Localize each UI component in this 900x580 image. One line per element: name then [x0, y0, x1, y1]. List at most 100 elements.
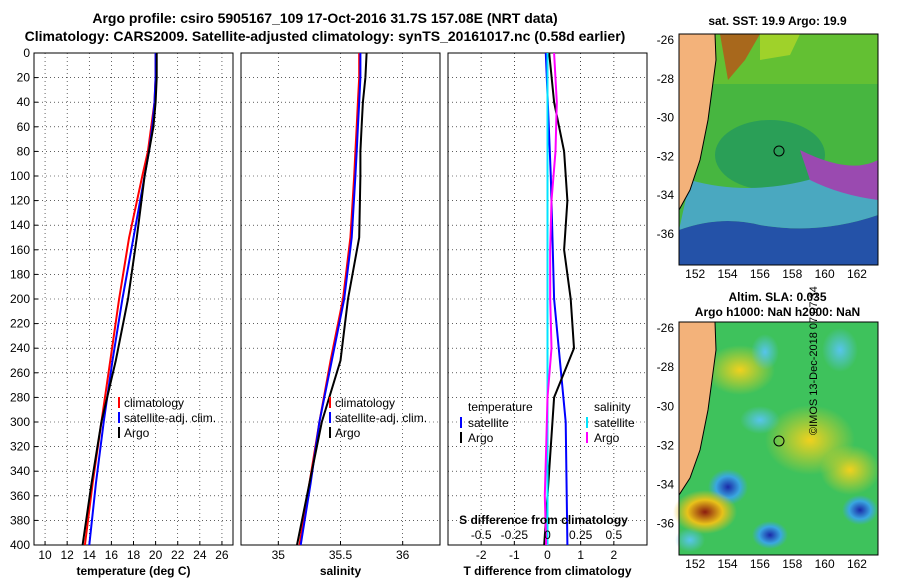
legend-swatch	[329, 397, 331, 408]
legend-swatch	[329, 412, 331, 423]
x-tick-label: 16	[105, 548, 119, 562]
y-tick-label: 60	[17, 120, 31, 134]
x-tick-label: 10	[38, 548, 52, 562]
x-tick-label: 12	[60, 548, 74, 562]
map-lon-label: 156	[750, 267, 770, 281]
map-lon-label: 156	[750, 557, 770, 571]
map-lat-label: -32	[657, 149, 675, 163]
x2-tick-label: 0	[544, 528, 551, 542]
sla-map-low-1	[751, 334, 779, 370]
x-tick-label: 18	[127, 548, 141, 562]
series-line-t-satellite	[544, 52, 569, 546]
y-tick-label: 300	[10, 415, 30, 429]
sla-map-frame	[678, 321, 879, 556]
x-axis-label: salinity	[320, 564, 362, 578]
legend-swatch	[118, 427, 120, 438]
y-tick-label: 240	[10, 341, 30, 355]
legend-label: climatology	[124, 396, 184, 410]
legend-swatch	[460, 417, 462, 428]
legend-swatch	[118, 412, 120, 423]
legend-label: satellite	[594, 416, 635, 430]
legend-label: satellite-adj. clim.	[124, 411, 216, 425]
legend-swatch	[586, 417, 588, 428]
x-tick-label: 24	[193, 548, 207, 562]
series-line-t-argo	[543, 52, 576, 546]
legend-label: satellite-adj. clim.	[335, 411, 427, 425]
legend-title-temperature: temperature	[468, 400, 533, 414]
imos-timestamp: ©IMOS 13-Dec-2018 07:07:34	[808, 286, 820, 435]
legend-label: climatology	[335, 396, 395, 410]
sst-map-warm-patch	[760, 34, 800, 60]
sla-map-low-6	[752, 521, 788, 549]
sst-map-frame	[678, 33, 879, 266]
panel-difference: -2 -1 0 1 2 T difference from climatology temp…	[447, 52, 648, 578]
sst-map	[678, 33, 879, 266]
y-tick-label: 380	[10, 513, 30, 527]
x-tick-label: -1	[509, 548, 520, 562]
x-tick-label: 2	[610, 548, 617, 562]
x-tick-label: 36	[396, 548, 410, 562]
sst-map-land	[678, 33, 717, 211]
map-lon-label: 160	[815, 267, 835, 281]
map-lon-label: 154	[718, 267, 738, 281]
x-tick-label: 22	[171, 548, 185, 562]
panel-temperature: 10 12 14 16 18 20 22 24 26 temperature (deg C) 0 20…	[10, 46, 234, 578]
chart-title-line2: Climatology: CARS2009. Satellite-adjuste…	[24, 28, 626, 44]
map-lat-label: -30	[657, 111, 675, 125]
map-lon-label: 160	[815, 557, 835, 571]
sla-map-strong-high	[673, 490, 737, 534]
map-lon-label: 162	[847, 267, 867, 281]
sst-map-title: sat. SST: 19.9 Argo: 19.9	[708, 14, 847, 28]
map-lon-label: 162	[847, 557, 867, 571]
y-tick-label: 360	[10, 489, 30, 503]
chart-title-line1: Argo profile: csiro 5905167_109 17-Oct-2…	[92, 10, 558, 26]
panel-salinity: 35 35.5 36 salinity climatologysatellite-adj…	[240, 52, 441, 578]
sla-map-low-2	[822, 328, 858, 372]
sst-map-eddy	[715, 120, 825, 190]
sla-map-low-4	[842, 495, 878, 525]
x2-tick-label: 0.25	[569, 528, 593, 542]
series-line-argo	[296, 52, 368, 546]
x-tick-label: -2	[476, 548, 487, 562]
x-tick-label: 14	[83, 548, 97, 562]
legend-swatch	[329, 427, 331, 438]
map-lat-label: -32	[657, 438, 675, 452]
map-lat-label: -36	[657, 517, 675, 531]
map-lat-label: -34	[657, 478, 675, 492]
sst-float-marker	[773, 145, 785, 157]
sla-map-low-5	[675, 528, 705, 552]
y-tick-label: 120	[10, 194, 30, 208]
legend-label: Argo	[594, 431, 620, 445]
legend-swatch	[118, 397, 120, 408]
legend-label: Argo	[468, 431, 494, 445]
sla-map-low-3	[740, 406, 780, 434]
y-tick-label: 280	[10, 390, 30, 404]
sst-map-purple-patch	[800, 150, 878, 200]
sla-map-land	[678, 321, 717, 497]
sla-map-title-line2: Argo h1000: NaN h2000: NaN	[694, 305, 861, 319]
legend-swatch	[460, 432, 462, 443]
y-tick-label: 140	[10, 218, 30, 232]
map-lat-label: -26	[657, 321, 675, 335]
map-lat-label: -34	[657, 188, 675, 202]
y-tick-label: 160	[10, 243, 30, 257]
legend-title-salinity: salinity	[594, 400, 631, 414]
legend-label: satellite	[468, 416, 509, 430]
y-tick-label: 100	[10, 169, 30, 183]
legend-swatch	[586, 432, 588, 443]
map-lon-label: 152	[685, 267, 705, 281]
sst-map-warm-current	[720, 34, 760, 80]
x-axis-label: T difference from climatology	[463, 564, 631, 578]
x2-tick-label: 0.5	[605, 528, 622, 542]
x-tick-label: 0	[544, 548, 551, 562]
map-lat-label: -30	[657, 399, 675, 413]
y-tick-label: 40	[17, 95, 31, 109]
legend-label: Argo	[124, 426, 150, 440]
legend-label: Argo	[335, 426, 361, 440]
series-line-climatology	[83, 53, 157, 546]
y-tick-label: 180	[10, 267, 30, 281]
sla-map-title-line1: Altim. SLA: 0.035	[728, 290, 827, 304]
y-tick-label: 340	[10, 464, 30, 478]
panel-frame	[33, 52, 234, 546]
